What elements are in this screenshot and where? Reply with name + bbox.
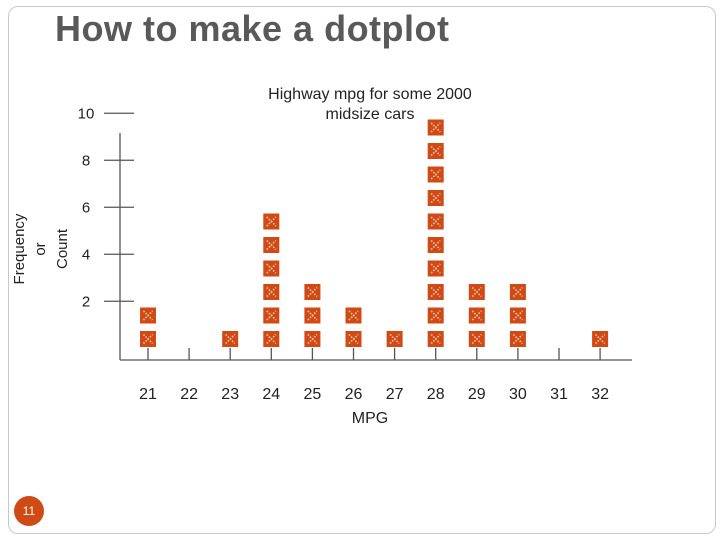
dot-marker [140,307,156,324]
dot-marker [427,213,444,230]
slide-title: How to make a dotplot [55,8,450,49]
chart-title-line: midsize cars [326,106,415,123]
dot-marker [427,307,444,324]
y-tick-label: 6 [82,199,90,216]
data-marks [140,119,609,347]
dot-marker [263,284,280,300]
dot-marker [345,331,362,347]
x-axis-label: MPG [352,410,388,427]
dot-marker [468,284,485,300]
dot-marker [386,331,403,347]
dot-marker [140,331,156,347]
chart-title-line: Highway mpg for some 2000 [268,86,472,103]
dot-marker [427,331,444,347]
y-axis-label-line: or [32,242,49,255]
y-tick-label: 2 [82,293,90,310]
slide-number-badge: 11 [14,496,44,526]
dot-marker [509,307,526,324]
y-tick-labels: 2 4 6 8 10 [78,105,95,310]
y-axis-label-line: Frequency [11,213,28,284]
x-tick-label: 32 [591,386,609,403]
y-axis-label: Frequency or Count [11,213,71,284]
x-tick-label: 30 [509,386,527,403]
dot-marker [427,260,444,277]
y-tick-label: 10 [78,105,95,122]
x-tick-label: 31 [550,386,568,403]
dot-marker [427,166,444,183]
dot-marker [509,331,526,347]
x-tick-label: 22 [180,386,198,403]
dot-marker [304,284,321,300]
dot-marker [509,284,526,300]
chart-title: Highway mpg for some 2000 midsize cars [268,86,472,123]
y-tick-label: 8 [82,152,90,169]
dot-marker [427,143,444,159]
dot-marker [304,331,321,347]
dot-marker [592,331,609,347]
dot-marker [263,213,280,230]
dot-marker [263,260,280,277]
dot-marker [427,284,444,300]
y-tick-label: 4 [82,246,90,263]
dot-marker [427,237,444,253]
x-tick-label: 23 [221,386,239,403]
dot-marker [263,307,280,324]
dot-marker [427,190,444,206]
dot-marker [222,331,239,347]
x-tick-label: 25 [304,386,322,403]
x-tick-labels: 21 22 23 24 25 26 27 28 29 30 31 32 [139,386,609,403]
dot-marker [468,331,485,347]
x-tick-label: 21 [139,386,157,403]
x-tick-label: 26 [345,386,363,403]
dot-marker [427,119,444,136]
x-tick-label: 28 [427,386,445,403]
x-tick-label: 27 [386,386,404,403]
y-axis-label-line: Count [54,228,71,269]
x-tick-label: 29 [468,386,486,403]
dot-marker [263,331,280,347]
axes [104,112,632,361]
dot-marker [345,307,362,324]
slide-frame [8,6,716,534]
x-tick-label: 24 [262,386,280,403]
dot-marker [468,307,485,324]
dot-marker [263,237,280,253]
dot-marker [304,307,321,324]
